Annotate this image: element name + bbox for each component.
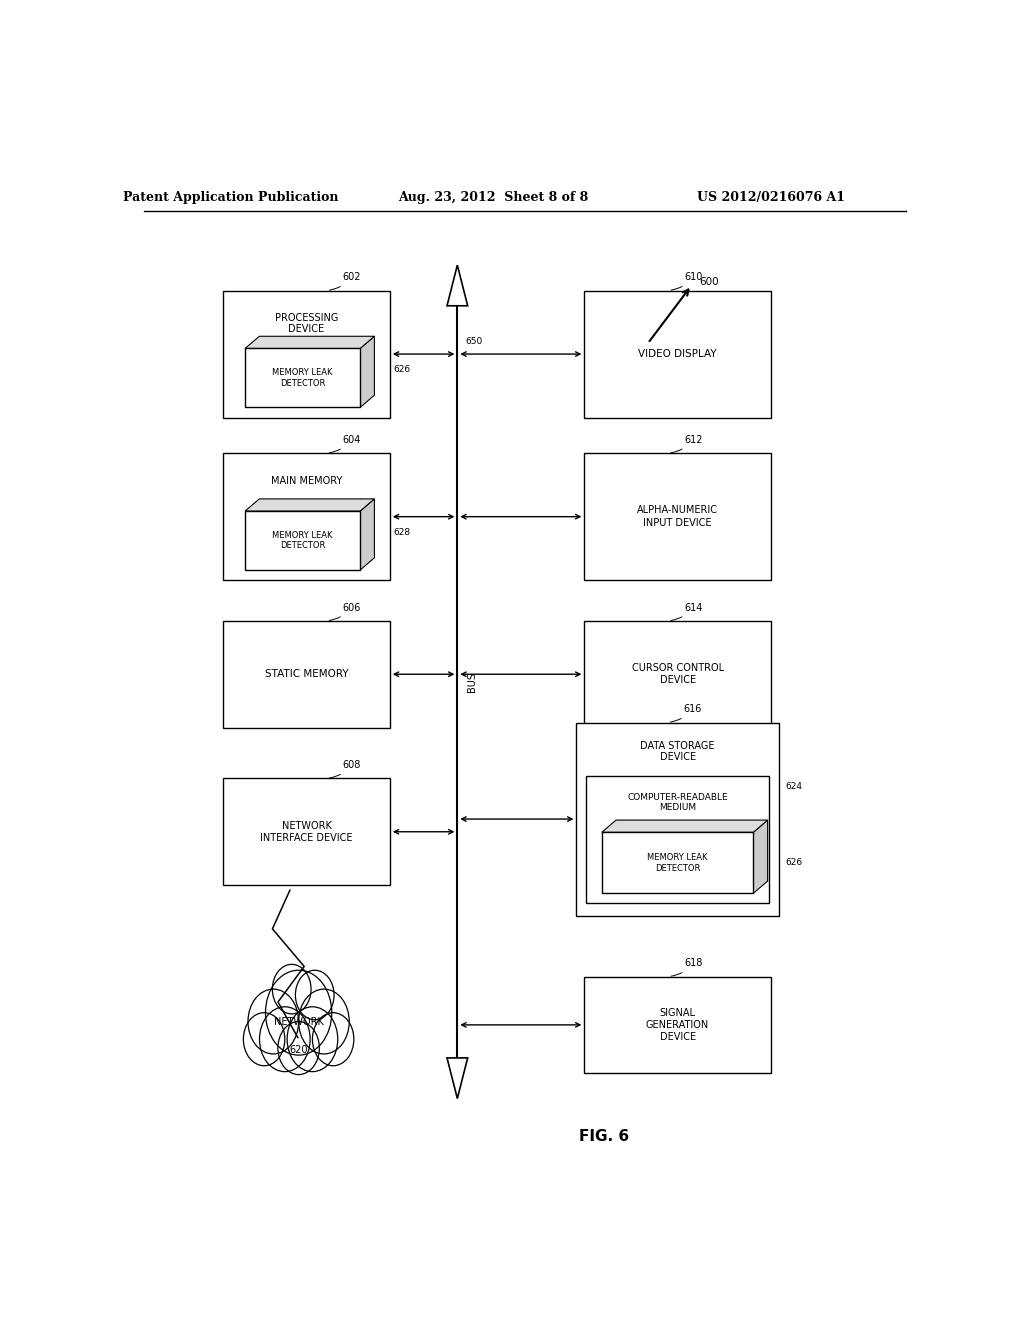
Text: 626: 626 (394, 366, 411, 375)
Text: 608: 608 (330, 760, 360, 777)
Text: NETWORK
INTERFACE DEVICE: NETWORK INTERFACE DEVICE (260, 821, 353, 843)
Text: 626: 626 (785, 858, 802, 867)
Text: 618: 618 (671, 958, 702, 977)
Text: 600: 600 (699, 277, 719, 288)
Polygon shape (602, 820, 768, 833)
Polygon shape (360, 337, 375, 408)
Text: CURSOR CONTROL
DEVICE: CURSOR CONTROL DEVICE (632, 663, 724, 685)
Text: Aug. 23, 2012  Sheet 8 of 8: Aug. 23, 2012 Sheet 8 of 8 (398, 190, 588, 203)
Text: BUS: BUS (467, 672, 477, 692)
Circle shape (287, 1007, 338, 1072)
Text: 624: 624 (785, 781, 802, 791)
Polygon shape (447, 1057, 468, 1098)
Text: SIGNAL
GENERATION
DEVICE: SIGNAL GENERATION DEVICE (646, 1008, 710, 1041)
Bar (602, 833, 754, 894)
Circle shape (244, 1012, 285, 1065)
Bar (577, 722, 779, 916)
Circle shape (259, 1007, 310, 1072)
Text: US 2012/0216076 A1: US 2012/0216076 A1 (696, 190, 845, 203)
Text: VIDEO DISPLAY: VIDEO DISPLAY (638, 348, 717, 359)
Polygon shape (447, 265, 468, 306)
Circle shape (272, 965, 311, 1014)
Circle shape (295, 970, 334, 1020)
Bar (585, 977, 771, 1073)
Bar (586, 776, 769, 903)
Circle shape (312, 1012, 354, 1065)
Circle shape (299, 989, 349, 1053)
Text: COMPUTER-READABLE
MEDIUM: COMPUTER-READABLE MEDIUM (628, 792, 728, 812)
Bar (245, 348, 360, 408)
Text: 604: 604 (330, 436, 360, 453)
Text: 602: 602 (330, 272, 360, 290)
Text: FIG. 6: FIG. 6 (580, 1129, 629, 1143)
Bar (585, 290, 771, 417)
Text: 606: 606 (330, 603, 360, 620)
Bar (223, 620, 390, 727)
Polygon shape (360, 499, 375, 570)
Text: 610: 610 (671, 272, 702, 290)
Bar (585, 620, 771, 727)
Text: 650: 650 (465, 337, 482, 346)
Polygon shape (245, 499, 375, 511)
Text: 614: 614 (671, 603, 702, 620)
Text: 620: 620 (290, 1045, 308, 1055)
Text: NETWORK: NETWORK (273, 1018, 324, 1027)
Text: 616: 616 (670, 705, 701, 722)
Bar (223, 453, 390, 581)
Polygon shape (754, 820, 768, 894)
Text: Patent Application Publication: Patent Application Publication (124, 190, 339, 203)
Text: ALPHA-NUMERIC
INPUT DEVICE: ALPHA-NUMERIC INPUT DEVICE (637, 506, 718, 528)
Circle shape (248, 989, 299, 1053)
Text: MEMORY LEAK
DETECTOR: MEMORY LEAK DETECTOR (272, 531, 333, 550)
Text: 628: 628 (394, 528, 411, 537)
Polygon shape (245, 337, 375, 348)
Text: 612: 612 (671, 436, 702, 453)
Bar (223, 290, 390, 417)
Bar (245, 511, 360, 570)
Text: MEMORY LEAK
DETECTOR: MEMORY LEAK DETECTOR (272, 368, 333, 388)
Circle shape (265, 970, 332, 1055)
Bar (585, 453, 771, 581)
Text: MEMORY LEAK
DETECTOR: MEMORY LEAK DETECTOR (647, 853, 708, 873)
Circle shape (278, 1022, 319, 1074)
Text: MAIN MEMORY: MAIN MEMORY (271, 475, 342, 486)
Text: DATA STORAGE
DEVICE: DATA STORAGE DEVICE (640, 741, 715, 763)
Text: STATIC MEMORY: STATIC MEMORY (265, 669, 348, 680)
Text: PROCESSING
DEVICE: PROCESSING DEVICE (274, 313, 338, 334)
Bar (223, 779, 390, 886)
